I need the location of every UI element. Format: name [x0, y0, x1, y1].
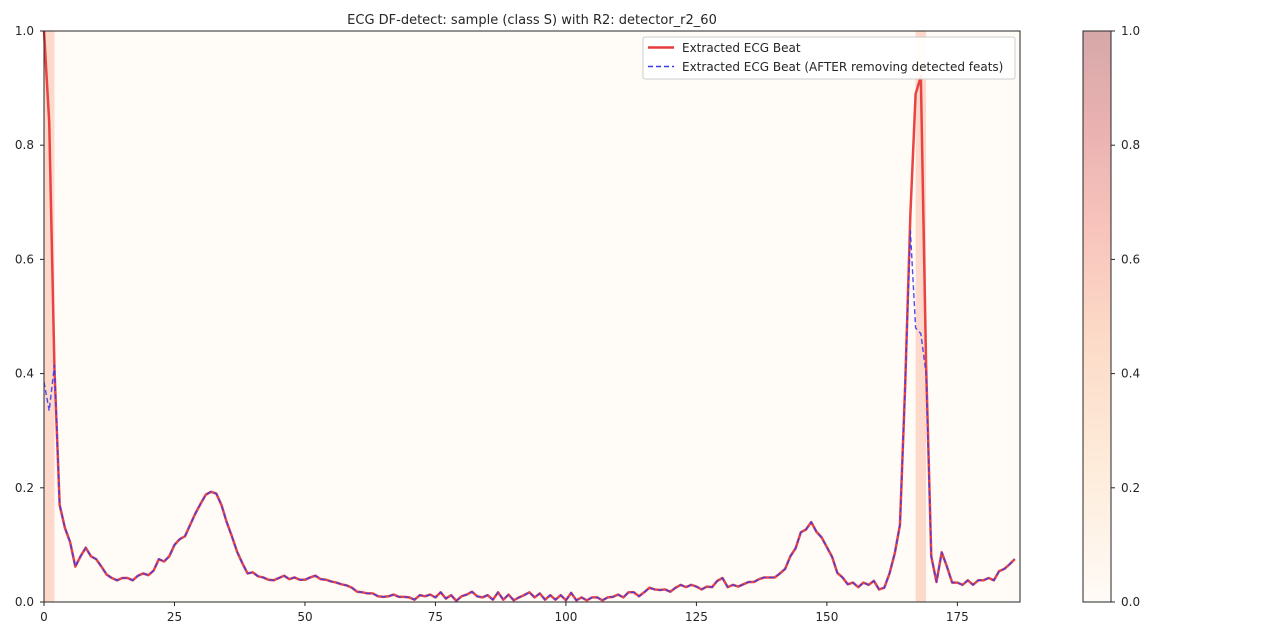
- x-tick-label: 150: [815, 610, 838, 624]
- y-tick-label: 0.0: [15, 595, 34, 609]
- importance-region: [915, 31, 927, 602]
- x-tick-label: 0: [40, 610, 48, 624]
- colorbar-tick-label: 0.0: [1121, 595, 1140, 609]
- x-tick-label: 175: [946, 610, 969, 624]
- y-tick-label: 0.6: [15, 252, 34, 266]
- importance-region: [44, 31, 55, 602]
- x-tick-label: 25: [167, 610, 182, 624]
- series-line-after: [43, 230, 1016, 602]
- colorbar-tick-label: 0.2: [1121, 481, 1140, 495]
- colorbar-tick-label: 0.6: [1121, 252, 1140, 266]
- colorbar-tick-label: 1.0: [1121, 24, 1140, 38]
- x-tick-label: 75: [428, 610, 443, 624]
- y-tick-label: 0.4: [15, 367, 34, 381]
- colorbar-tick-label: 0.4: [1121, 367, 1140, 381]
- legend-label-original: Extracted ECG Beat: [682, 41, 801, 55]
- legend-box: [642, 36, 1016, 80]
- legend-label-after: Extracted ECG Beat (AFTER removing detec…: [682, 60, 1003, 74]
- colorbar: 0.0 0.2 0.4 0.6 0.8 1.0: [1082, 24, 1140, 609]
- chart-title: ECG DF-detect: sample (class S) with R2:…: [347, 13, 717, 28]
- y-tick-label: 0.8: [15, 138, 34, 152]
- colorbar-tick-label: 0.8: [1121, 138, 1140, 152]
- x-tick-label: 50: [297, 610, 312, 624]
- y-tick-label: 0.2: [15, 481, 34, 495]
- x-tick-label: 125: [685, 610, 708, 624]
- plot-area: 0 25 50 75 100 125 150 175 0.0 0.2 0.4 0.6 0.8 1.0: [15, 24, 1021, 624]
- plot-background: [44, 31, 1020, 602]
- plot-frame: [43, 30, 1021, 603]
- y-tick-label: 1.0: [15, 24, 34, 38]
- colorbar-gradient: [1082, 30, 1112, 603]
- x-tick-label: 100: [554, 610, 577, 624]
- legend: Extracted ECG Beat Extracted ECG Beat (A…: [642, 36, 1016, 80]
